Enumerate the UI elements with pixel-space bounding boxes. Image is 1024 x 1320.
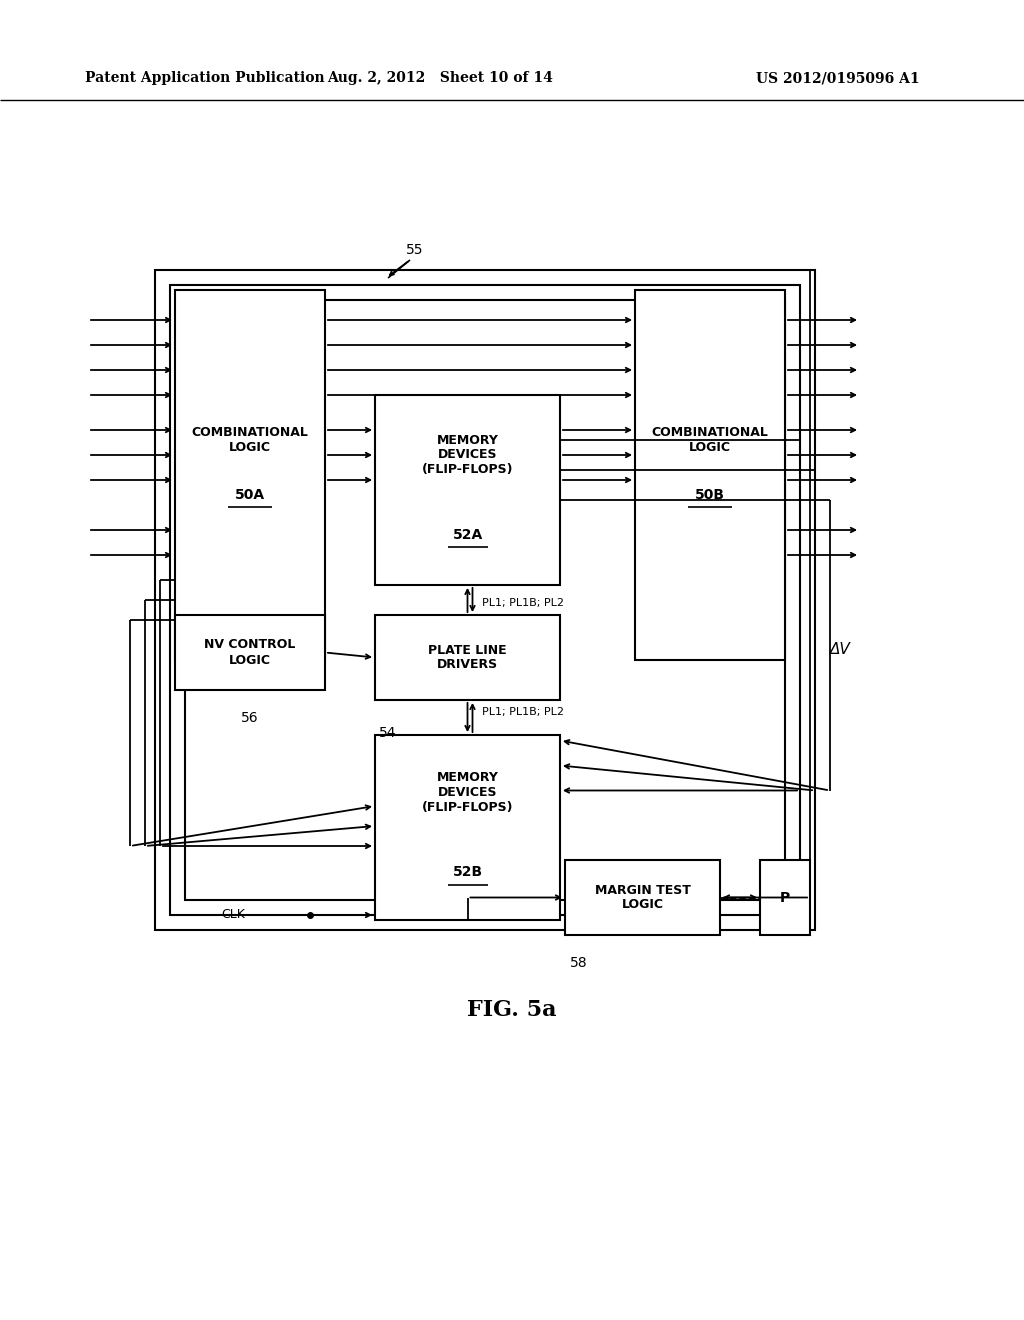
Text: 50B: 50B: [695, 488, 725, 502]
Text: 50A: 50A: [234, 488, 265, 502]
Text: MEMORY
DEVICES
(FLIP-FLOPS): MEMORY DEVICES (FLIP-FLOPS): [422, 433, 513, 477]
Text: PLATE LINE
DRIVERS: PLATE LINE DRIVERS: [428, 644, 507, 672]
Bar: [375, 395, 560, 585]
Bar: [175, 615, 325, 690]
Text: COMBINATIONAL
LOGIC: COMBINATIONAL LOGIC: [651, 426, 768, 454]
Text: COMBINATIONAL
LOGIC: COMBINATIONAL LOGIC: [191, 426, 308, 454]
Bar: [760, 861, 810, 935]
Text: CLK: CLK: [221, 908, 245, 921]
Text: PL1; PL1B; PL2: PL1; PL1B; PL2: [482, 708, 564, 717]
Bar: [565, 861, 720, 935]
Text: 58: 58: [570, 956, 588, 970]
Bar: [635, 290, 785, 660]
Bar: [375, 735, 560, 920]
Bar: [155, 271, 815, 931]
Text: ΔV: ΔV: [829, 643, 850, 657]
Text: MEMORY
DEVICES
(FLIP-FLOPS): MEMORY DEVICES (FLIP-FLOPS): [422, 771, 513, 814]
Text: Patent Application Publication: Patent Application Publication: [85, 71, 325, 84]
Text: NV CONTROL
LOGIC: NV CONTROL LOGIC: [205, 639, 296, 667]
Bar: [185, 300, 785, 900]
Text: 52B: 52B: [453, 866, 482, 879]
Bar: [375, 615, 560, 700]
Text: 54: 54: [379, 726, 396, 741]
Text: FIG. 5a: FIG. 5a: [467, 999, 557, 1020]
Bar: [170, 285, 800, 915]
Bar: [175, 290, 325, 660]
Text: PL1; PL1B; PL2: PL1; PL1B; PL2: [482, 598, 564, 609]
Text: MARGIN TEST
LOGIC: MARGIN TEST LOGIC: [595, 883, 690, 912]
Text: P: P: [780, 891, 791, 904]
Text: Aug. 2, 2012   Sheet 10 of 14: Aug. 2, 2012 Sheet 10 of 14: [327, 71, 553, 84]
Text: US 2012/0195096 A1: US 2012/0195096 A1: [757, 71, 920, 84]
Text: 52A: 52A: [453, 528, 482, 543]
Text: 55: 55: [407, 243, 424, 257]
Text: 56: 56: [242, 711, 259, 725]
